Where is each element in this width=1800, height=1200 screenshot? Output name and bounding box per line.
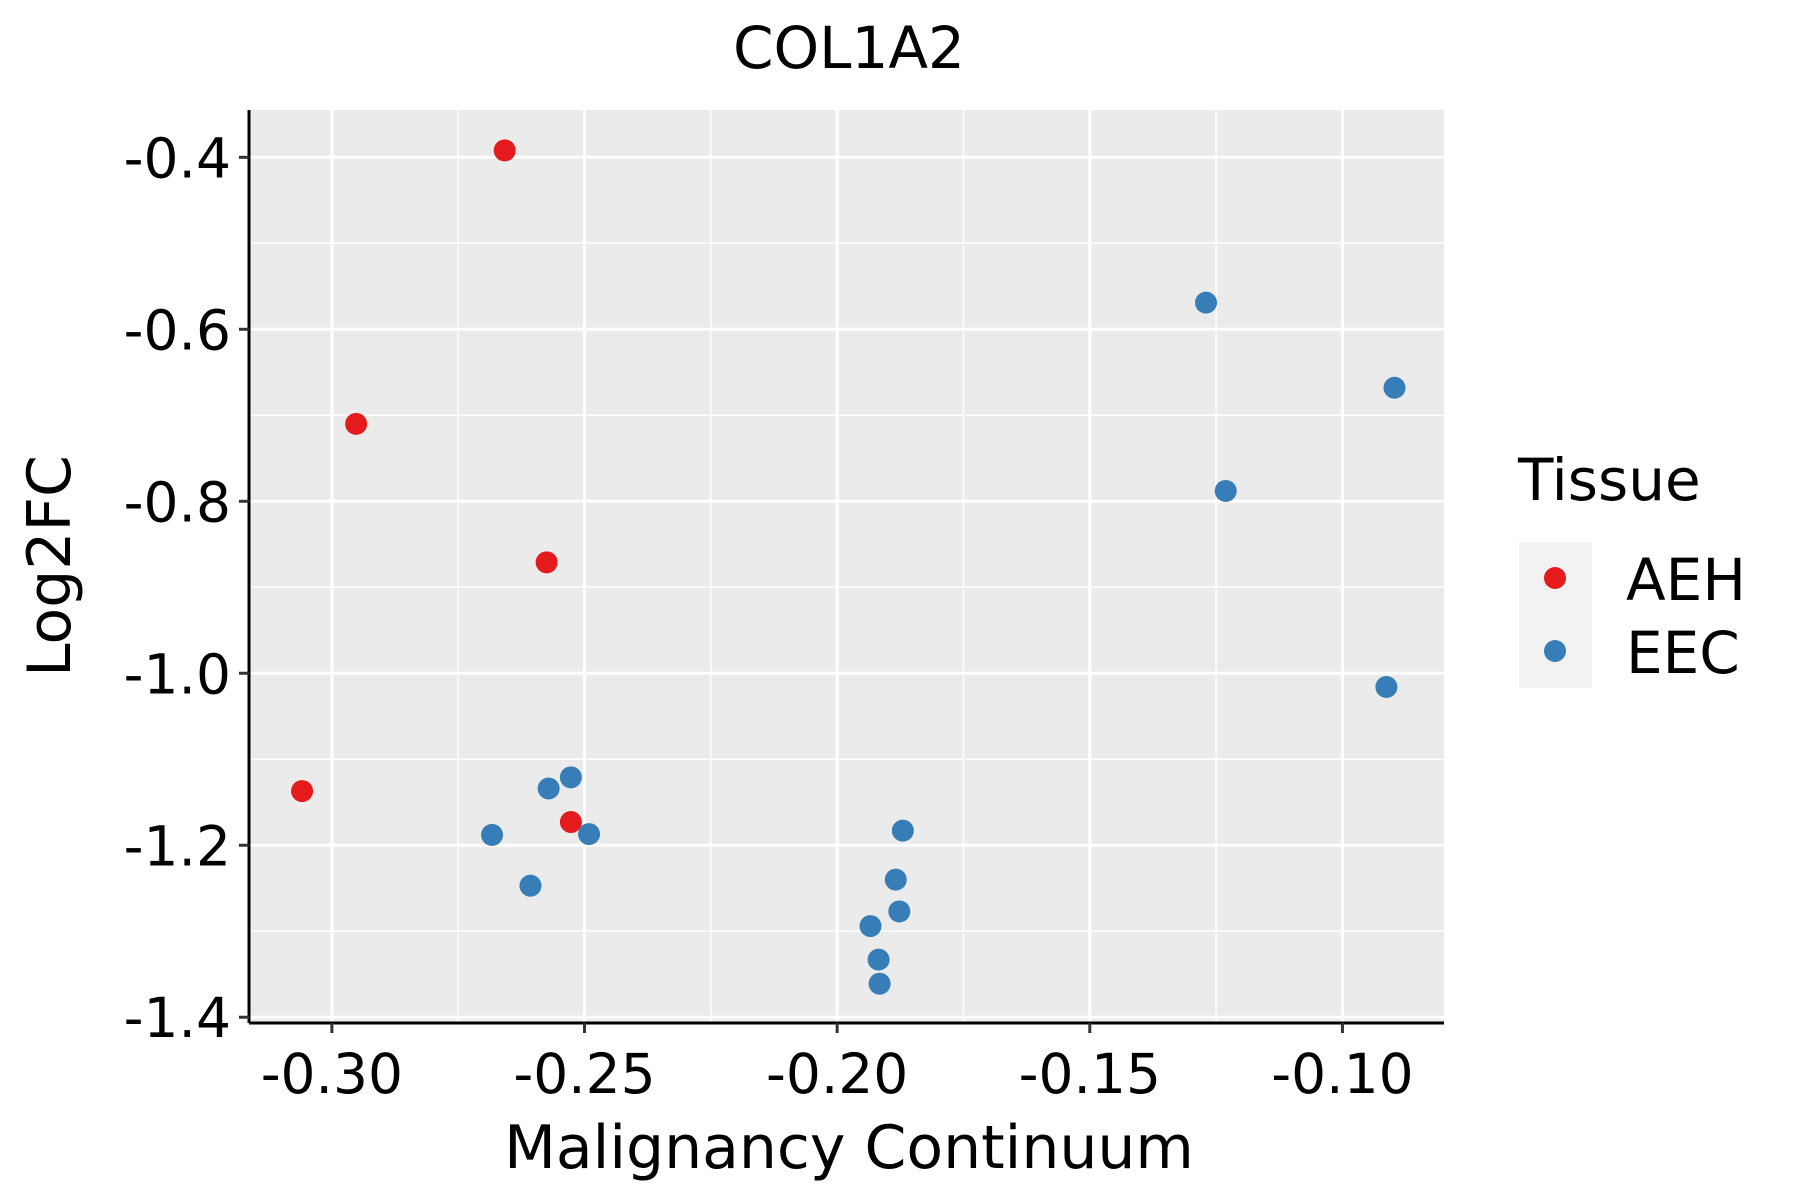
gridlines xyxy=(249,110,1444,1023)
point-aeh xyxy=(345,412,368,435)
point-eec xyxy=(481,823,504,846)
y-tick-label: -0.8 xyxy=(124,470,231,534)
legend-label-aeh: AEH xyxy=(1626,546,1746,614)
point-aeh xyxy=(291,780,314,803)
point-eec xyxy=(559,766,582,789)
x-tick-label: -0.15 xyxy=(1019,1042,1161,1106)
point-eec xyxy=(859,915,882,938)
y-tick-label: -0.4 xyxy=(124,126,231,190)
legend-key-aeh xyxy=(1544,567,1566,589)
x-tick-label: -0.20 xyxy=(766,1042,908,1106)
x-tick-label: -0.30 xyxy=(261,1042,403,1106)
chart-title: COL1A2 xyxy=(733,14,965,82)
legend-label-eec: EEC xyxy=(1626,619,1740,687)
point-aeh xyxy=(493,139,516,162)
point-eec xyxy=(1383,376,1406,399)
x-axis-label: Malignancy Continuum xyxy=(504,1113,1194,1183)
point-eec xyxy=(868,972,891,995)
y-tick-label: -1.4 xyxy=(124,986,231,1050)
point-eec xyxy=(884,868,907,891)
point-eec xyxy=(891,819,914,842)
legend-title: Tissue xyxy=(1517,446,1701,514)
y-tick-label: -0.6 xyxy=(124,298,231,362)
point-aeh xyxy=(535,551,558,574)
axis-ticks: -0.30 -0.25 -0.20 -0.15 -0.10 -0.4 -0.6 -0.8 -1.… xyxy=(124,126,1414,1106)
y-tick-label: -1.2 xyxy=(124,814,231,878)
y-tick-label: -1.0 xyxy=(124,642,231,706)
point-eec xyxy=(1375,676,1398,699)
point-eec xyxy=(1195,291,1218,314)
point-aeh xyxy=(559,811,582,834)
data-points xyxy=(291,139,1406,995)
plot-panel xyxy=(249,110,1444,1023)
point-eec xyxy=(537,777,560,800)
point-eec xyxy=(578,823,601,846)
legend-key-eec xyxy=(1544,640,1566,662)
x-tick-label: -0.10 xyxy=(1271,1042,1413,1106)
x-tick-label: -0.25 xyxy=(513,1042,655,1106)
point-eec xyxy=(888,900,911,923)
point-eec xyxy=(1214,479,1237,502)
point-eec xyxy=(519,874,542,897)
point-eec xyxy=(867,948,890,971)
legend-key-bg xyxy=(1519,542,1592,688)
y-axis-label: Log2FC xyxy=(15,455,85,677)
